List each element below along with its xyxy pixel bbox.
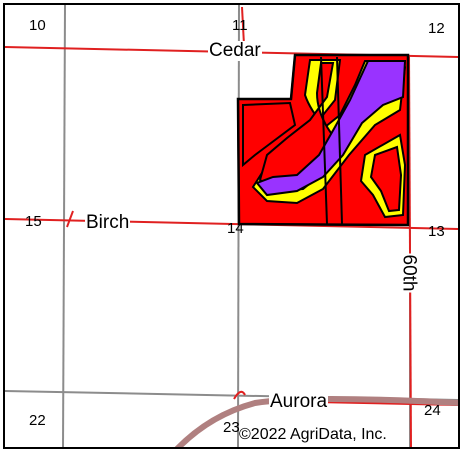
field-divider (336, 56, 343, 225)
field-zone-red-inner (242, 101, 297, 168)
road-label-60th: 60th (398, 253, 420, 293)
section-number-10: 10 (29, 17, 46, 34)
road-tick (66, 210, 74, 228)
highway-curve (174, 396, 458, 447)
sixtieth-road-line (408, 54, 412, 447)
field-boundary (236, 53, 410, 227)
field-zone-red-east (369, 145, 403, 213)
section-number-22: 22 (29, 412, 46, 429)
birch-road-line (5, 218, 458, 230)
map-canvas[interactable] (5, 5, 460, 449)
section-number-11: 11 (232, 17, 248, 34)
section-number-15: 15 (25, 213, 42, 230)
copyright-notice: ©2022 AgriData, Inc. (239, 426, 387, 444)
road-label-birch: Birch (85, 212, 131, 233)
section-number-14: 14 (227, 220, 244, 237)
section-number-12: 12 (428, 20, 445, 37)
section-number-24: 24 (424, 402, 441, 419)
field-parcel[interactable] (236, 53, 410, 227)
field-zone-purple (255, 60, 407, 197)
road-tick (241, 6, 245, 46)
road-label-cedar: Cedar (208, 40, 262, 61)
section-number-13: 13 (428, 223, 445, 240)
road-curve (233, 390, 246, 400)
map-frame: 10 11 12 15 14 13 22 23 24 Cedar Birch A… (3, 3, 460, 449)
section-line-west (62, 5, 66, 447)
field-divider (320, 56, 328, 225)
section-line-middle (237, 5, 240, 447)
section-number-23: 23 (223, 419, 240, 436)
road-label-aurora: Aurora (269, 391, 329, 412)
